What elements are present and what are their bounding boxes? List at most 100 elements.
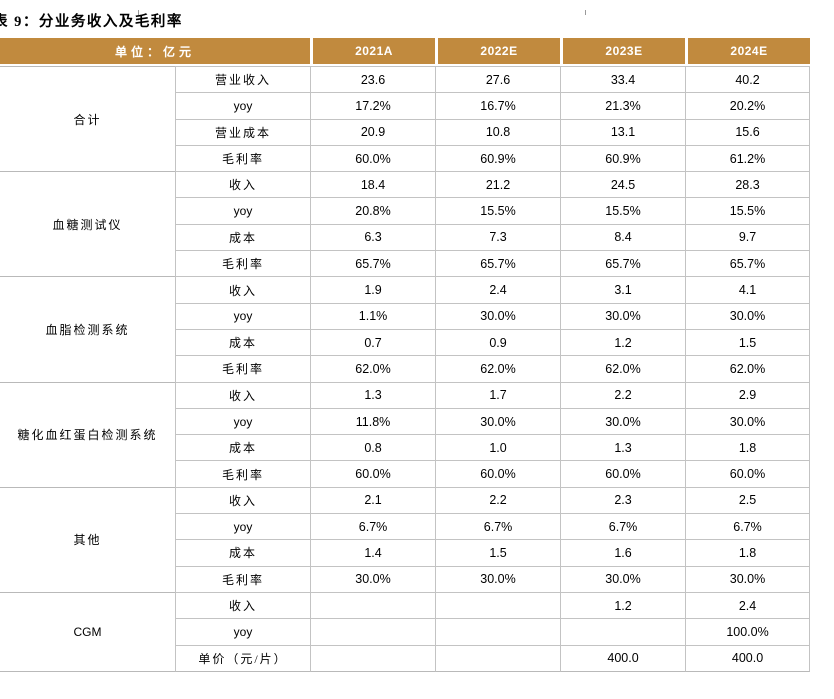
metric-label-cell: yoy <box>175 92 311 119</box>
table-row: 毛利率 30.0% 30.0% 30.0% 30.0% <box>0 565 811 592</box>
value-cell: 1.1% <box>310 302 436 329</box>
value-cell: 15.5% <box>685 197 811 224</box>
value-cell: 16.7% <box>435 92 561 119</box>
table-row: 毛利率 60.0% 60.0% 60.0% 60.0% <box>0 460 811 487</box>
value-cell: 1.8 <box>685 539 811 566</box>
value-cell: 30.0% <box>310 565 436 592</box>
value-cell: 61.2% <box>685 144 811 172</box>
value-cell: 30.0% <box>685 407 811 435</box>
table-body: 合计 营业收入 23.6 27.6 33.4 40.2 yoy 17.2% 16.7% 21.3%… <box>0 66 811 672</box>
value-cell: 65.7% <box>685 250 811 277</box>
group-name-cell: 糖化血红蛋白检测系统 <box>0 381 175 487</box>
metric-label-cell: yoy <box>175 197 311 224</box>
metric-label-cell: 成本 <box>175 328 311 356</box>
value-cell: 1.4 <box>310 539 436 566</box>
value-cell: 6.7% <box>435 513 561 540</box>
value-cell: 30.0% <box>685 565 811 592</box>
table-row: 血糖测试仪 收入 18.4 21.2 24.5 28.3 <box>0 171 811 232</box>
metric-label-cell: 成本 <box>175 539 311 566</box>
value-cell: 2.2 <box>560 381 686 408</box>
value-cell: 23.6 <box>310 66 436 93</box>
table-row: yoy 1.1% 30.0% 30.0% 30.0% <box>0 302 811 329</box>
value-cell: 0.7 <box>310 328 436 356</box>
value-cell: 1.7 <box>435 381 561 408</box>
value-cell: 100.0% <box>685 618 811 645</box>
metric-label-cell: 毛利率 <box>175 144 311 172</box>
value-cell: 15.5% <box>560 197 686 224</box>
value-cell: 60.0% <box>685 460 811 487</box>
metric-label-cell: 收入 <box>175 171 311 198</box>
metric-label-cell: 毛利率 <box>175 250 311 277</box>
value-cell: 1.5 <box>685 328 811 356</box>
table-row: yoy 17.2% 16.7% 21.3% 20.2% <box>0 92 811 119</box>
metric-label-cell: yoy <box>175 513 311 540</box>
business-revenue-table: 单位：亿元 2021A 2022E 2023E 2024E 合计 营业收入 23.6… <box>0 38 811 672</box>
metric-label-cell: 成本 <box>175 223 311 251</box>
value-cell: 30.0% <box>685 302 811 329</box>
year-header-2024e: 2024E <box>685 38 811 66</box>
value-cell: 15.5% <box>435 197 561 224</box>
value-cell: 7.3 <box>435 223 561 251</box>
group-name-cell: 合计 <box>0 66 175 171</box>
value-cell: 30.0% <box>435 407 561 435</box>
table-row: yoy 20.8% 15.5% 15.5% 15.5% <box>0 197 811 224</box>
value-cell: 2.2 <box>435 486 561 514</box>
value-cell: 60.0% <box>435 460 561 487</box>
metric-label-cell: 毛利率 <box>175 565 311 592</box>
value-cell: 65.7% <box>560 250 686 277</box>
metric-label-cell: yoy <box>175 407 311 435</box>
value-cell: 30.0% <box>435 302 561 329</box>
value-cell: 62.0% <box>560 355 686 382</box>
value-cell: 62.0% <box>685 355 811 382</box>
value-cell: 62.0% <box>435 355 561 382</box>
table-row: yoy 11.8% 30.0% 30.0% 30.0% <box>0 407 811 435</box>
value-cell: 6.7% <box>560 513 686 540</box>
value-cell: 27.6 <box>435 66 561 93</box>
year-header-2022e: 2022E <box>435 38 561 66</box>
metric-label-cell: yoy <box>175 302 311 329</box>
year-header-2023e: 2023E <box>560 38 686 66</box>
value-cell: 6.7% <box>310 513 436 540</box>
value-cell: 21.2 <box>435 171 561 198</box>
metric-label-cell: 毛利率 <box>175 355 311 382</box>
crop-artifact <box>138 10 139 15</box>
value-cell: 17.2% <box>310 92 436 119</box>
value-cell: 1.3 <box>310 381 436 408</box>
table-row: 其他 收入 2.1 2.2 2.3 2.5 <box>0 486 811 547</box>
metric-label-cell: 营业收入 <box>175 66 311 93</box>
metric-label-cell: 单价（元/片） <box>175 644 311 672</box>
value-cell: 30.0% <box>560 407 686 435</box>
crop-artifact <box>585 10 586 15</box>
table-row: 糖化血红蛋白检测系统 收入 1.3 1.7 2.2 2.9 <box>0 381 811 442</box>
table-row: 成本 6.3 7.3 8.4 9.7 <box>0 223 811 251</box>
value-cell: 21.3% <box>560 92 686 119</box>
metric-label-cell: 营业成本 <box>175 118 311 145</box>
value-cell: 2.9 <box>685 381 811 408</box>
value-cell: 2.4 <box>435 276 561 303</box>
table-row: yoy 6.7% 6.7% 6.7% 6.7% <box>0 513 811 540</box>
table-row: 成本 1.4 1.5 1.6 1.8 <box>0 539 811 566</box>
value-cell: 20.8% <box>310 197 436 224</box>
value-cell: 30.0% <box>560 302 686 329</box>
value-cell <box>310 591 436 619</box>
group-name-cell: 其他 <box>0 486 175 592</box>
value-cell: 65.7% <box>435 250 561 277</box>
table-row: CGM 收入 1.2 2.4 <box>0 591 811 672</box>
metric-label-cell: 毛利率 <box>175 460 311 487</box>
table-row: 合计 营业收入 23.6 27.6 33.4 40.2 <box>0 66 811 127</box>
value-cell: 60.0% <box>560 460 686 487</box>
value-cell: 1.3 <box>560 434 686 461</box>
value-cell: 6.7% <box>685 513 811 540</box>
value-cell: 60.0% <box>310 144 436 172</box>
value-cell: 4.1 <box>685 276 811 303</box>
value-cell: 40.2 <box>685 66 811 93</box>
value-cell <box>310 644 436 672</box>
value-cell: 6.3 <box>310 223 436 251</box>
table-row: 成本 0.7 0.9 1.2 1.5 <box>0 328 811 356</box>
value-cell <box>310 618 436 645</box>
table-row: 毛利率 60.0% 60.9% 60.9% 61.2% <box>0 144 811 172</box>
value-cell: 400.0 <box>685 644 811 672</box>
value-cell: 33.4 <box>560 66 686 93</box>
table-row: yoy 100.0% <box>0 618 811 645</box>
value-cell: 2.1 <box>310 486 436 514</box>
